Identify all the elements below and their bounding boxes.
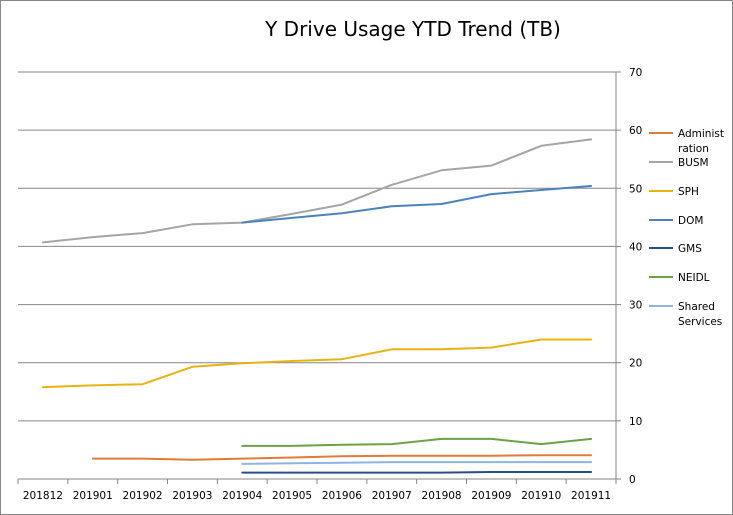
legend-item-dom: DOM (649, 215, 703, 227)
y-tick-label: 50 (629, 183, 642, 195)
legend-item-busm: BUSM (649, 157, 709, 169)
legend-item-gms: GMS (649, 243, 702, 255)
series-line-neidl (241, 437, 593, 447)
x-tick-label: 201903 (172, 490, 212, 502)
legend-item-sph: SPH (649, 186, 699, 198)
legend: Administ ration BUSM SPH DOM GMS NEIDL Shared Se… (649, 128, 724, 328)
legend-label: SPH (678, 186, 699, 198)
legend-label: DOM (678, 215, 703, 227)
x-tick-label: 201908 (422, 490, 462, 502)
y-tick-label: 40 (629, 241, 642, 253)
y-tick-label: 60 (629, 125, 642, 137)
x-tick-label: 201905 (272, 490, 312, 502)
series-line-shared-services (241, 461, 593, 465)
y-tick-label: 70 (629, 67, 642, 79)
x-tick-label: 201909 (471, 490, 511, 502)
legend-label: GMS (678, 243, 702, 255)
legend-label: Shared Services (678, 301, 722, 328)
x-tick-label: 201904 (222, 490, 262, 502)
legend-label: NEIDL (678, 272, 710, 284)
series-lines (41, 138, 593, 474)
y-tick-label: 30 (629, 300, 642, 312)
y-tick-label: 20 (629, 358, 642, 370)
legend-item-shared-services: Shared Services (649, 301, 722, 328)
legend-item-neidl: NEIDL (649, 272, 710, 284)
x-tick-label: 201907 (372, 490, 412, 502)
legend-item-administration: Administ ration (649, 128, 724, 155)
x-tick-label: 201911 (571, 490, 611, 502)
x-tick-label: 201906 (322, 490, 362, 502)
series-line-sph (41, 338, 593, 389)
chart-title: Y Drive Usage YTD Trend (TB) (264, 17, 561, 41)
x-tick-label: 201902 (123, 490, 163, 502)
y-tick-label: 10 (629, 416, 642, 428)
legend-label: Administ ration (678, 128, 724, 155)
x-tick-label: 201812 (23, 490, 63, 502)
series-line-busm (41, 138, 593, 244)
legend-label: BUSM (678, 157, 709, 169)
gridlines (18, 71, 616, 422)
x-tick-label: 201901 (73, 490, 113, 502)
y-tick-label: 0 (629, 474, 636, 486)
x-tick-label: 201910 (521, 490, 561, 502)
series-line-gms (241, 471, 593, 474)
axes: 0 10 20 30 40 50 60 70 201812 201901 201902 201903 2… (17, 67, 642, 502)
series-line-administration (91, 454, 593, 461)
series-line-dom (241, 185, 593, 224)
